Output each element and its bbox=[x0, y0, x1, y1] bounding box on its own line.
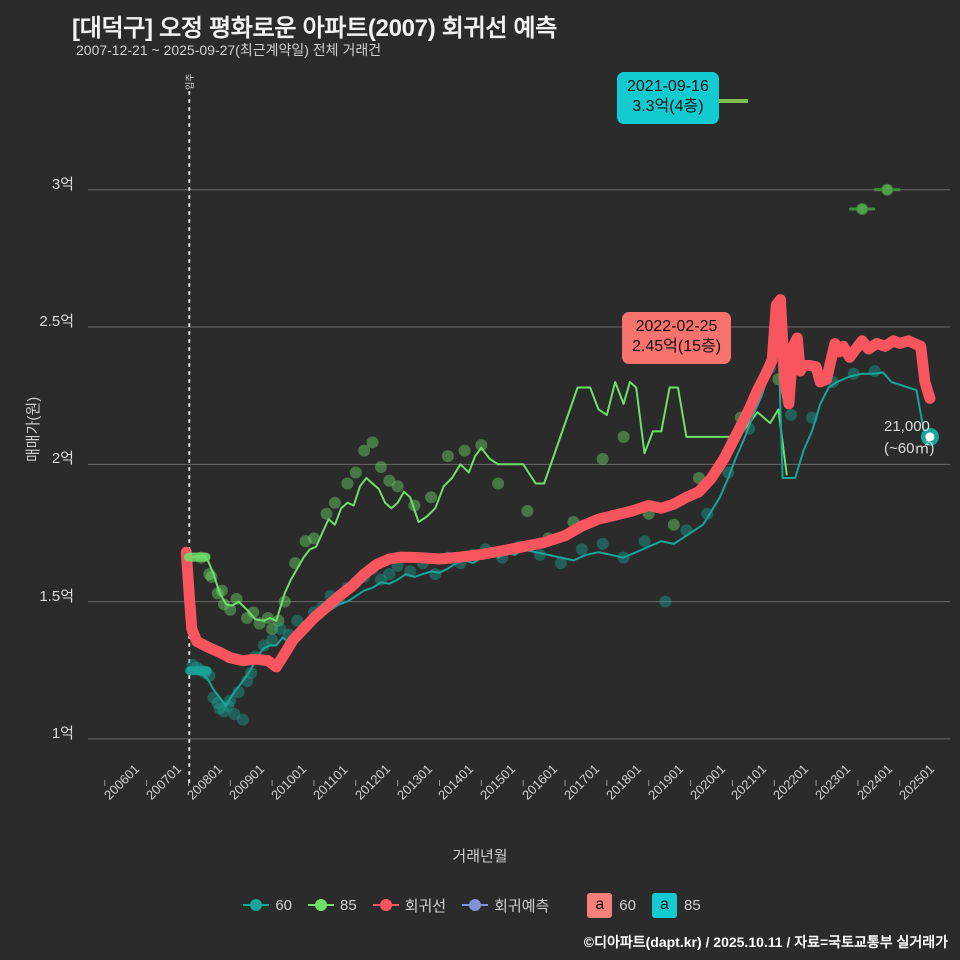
x-axis-title: 거래년월 bbox=[452, 848, 508, 865]
x-axis-tick-label: 201001 bbox=[268, 761, 310, 803]
chart-legend: 60 85 회귀선 회귀예측 a 60 a 85 bbox=[0, 888, 960, 922]
x-axis-tick-label: 201401 bbox=[435, 761, 477, 803]
legend-marker-icon bbox=[243, 898, 270, 912]
x-axis-tick-label: 201701 bbox=[561, 761, 603, 803]
x-axis-tick-label: 202201 bbox=[770, 761, 812, 803]
x-axis-tick-label: 202101 bbox=[728, 761, 770, 803]
x-axis-tick-label: 201601 bbox=[519, 761, 561, 803]
legend-item-1[interactable]: 60 bbox=[243, 897, 292, 914]
x-axis-tick-label: 201101 bbox=[309, 762, 351, 803]
x-axis-tick-label: 202001 bbox=[686, 761, 728, 803]
x-axis-tick-label: 200601 bbox=[100, 761, 143, 803]
callout-red-value: 2.45억(15층) bbox=[632, 338, 722, 356]
legend-label: 60 bbox=[275, 896, 292, 914]
legend-marker-icon bbox=[372, 898, 399, 912]
x-axis-tick-label: 201301 bbox=[393, 761, 435, 803]
page-subtitle: 2007-12-21 ~ 2025-09-27(최근계약일) 전체 거래건 bbox=[76, 42, 382, 58]
y-axis-tick-label: 2억 bbox=[51, 450, 74, 468]
y-axis-tick-label: 1.5억 bbox=[39, 587, 74, 605]
x-axis-tick-label: 200901 bbox=[226, 761, 268, 803]
end-price-value: 21,000 bbox=[884, 418, 930, 435]
x-axis-tick-label: 200701 bbox=[142, 761, 184, 803]
x-axis-tick-label: 202501 bbox=[895, 761, 938, 803]
x-axis-tick-label: 201801 bbox=[602, 761, 645, 803]
y-axis-tick-label: 1억 bbox=[51, 724, 74, 742]
legend-item-2[interactable]: 85 bbox=[308, 897, 357, 914]
callout-teal-value: 3.3억(4층) bbox=[632, 98, 704, 116]
legend-badge-2[interactable]: a 85 bbox=[651, 892, 701, 918]
legend-badge-label: 85 bbox=[683, 896, 701, 914]
callout-max-price: 2021-09-16 3.3억(4층) bbox=[617, 72, 719, 124]
move-in-label: 입주 bbox=[185, 73, 195, 90]
badge-glyph: a bbox=[651, 892, 677, 918]
legend-label: 85 bbox=[340, 896, 357, 914]
page-title: [대덕구] 오정 평화로운 아파트(2007) 회귀선 예측 bbox=[72, 15, 558, 42]
x-axis-tick-label: 202401 bbox=[853, 761, 896, 803]
y-axis-title: 매매가(원) bbox=[25, 396, 42, 462]
x-axis-tick-label: 200801 bbox=[184, 761, 226, 803]
y-axis-tick-label: 3억 bbox=[51, 175, 74, 193]
end-price-label: 21,000 (~60㎡) bbox=[884, 416, 934, 460]
legend-label: 회귀예측 bbox=[494, 897, 550, 915]
legend-badge-1[interactable]: a 60 bbox=[587, 892, 636, 918]
end-price-area: (~60㎡) bbox=[884, 439, 935, 457]
x-axis-tick-label: 202301 bbox=[812, 761, 854, 803]
legend-marker-icon bbox=[308, 898, 334, 912]
y-axis-tick-label: 2.5억 bbox=[39, 313, 74, 331]
legend-badge-label: 60 bbox=[619, 896, 636, 914]
x-axis-tick-label: 201901 bbox=[644, 761, 686, 803]
callout-red-date: 2022-02-25 bbox=[635, 318, 718, 335]
plot-area: 200601 200701 200801 200901 201001 201101 2012… bbox=[25, 72, 950, 803]
legend-item-4[interactable]: 회귀예측 bbox=[462, 895, 549, 916]
legend-label: 회귀선 bbox=[404, 897, 447, 915]
legend-item-3[interactable]: 회귀선 bbox=[372, 895, 447, 916]
legend-marker-icon bbox=[462, 898, 489, 912]
x-axis-tick-label: 201501 bbox=[477, 761, 519, 803]
footer-credit: ©디아파트(dapt.kr) / 2025.10.11 / 자료=국토교통부 실… bbox=[583, 934, 948, 950]
callout-teal-date: 2021-09-16 bbox=[627, 78, 709, 95]
callout-regression-peak: 2022-02-25 2.45억(15층) bbox=[622, 312, 732, 364]
x-axis-tick-label: 201201 bbox=[351, 761, 394, 803]
badge-glyph: a bbox=[587, 892, 613, 918]
